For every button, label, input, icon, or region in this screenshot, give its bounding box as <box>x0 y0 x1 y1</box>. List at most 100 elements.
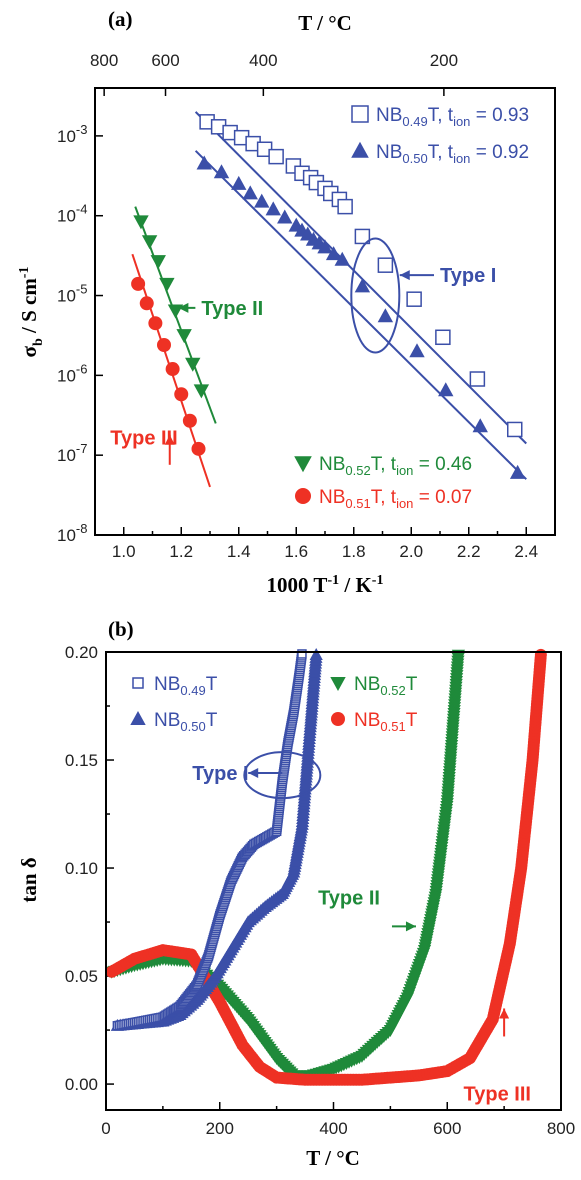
x-tick-label: 800 <box>547 1119 575 1138</box>
fit-line <box>194 150 527 480</box>
y-tick-label: 10-6 <box>57 361 87 385</box>
panel-b-x-axis-title: T / °C <box>306 1146 360 1170</box>
data-point <box>534 648 547 661</box>
data-point <box>377 308 394 323</box>
data-point <box>242 185 258 200</box>
x-tick-label: 1.8 <box>342 542 366 561</box>
annotation-ellipse <box>350 237 401 354</box>
x-tick-label: 2.0 <box>399 542 423 561</box>
data-point <box>406 291 422 307</box>
annotation-ellipse <box>243 751 322 800</box>
legend-marker <box>294 456 312 473</box>
panel-a: (a) T / °C 1.0 1.2 1.4 1.6 1.8 2.0 2.2 2.410-31… <box>17 7 556 597</box>
x-tick-label: 600 <box>433 1119 461 1138</box>
x-tick-label: 1.2 <box>169 542 193 561</box>
data-point <box>409 343 425 358</box>
data-point <box>196 155 212 170</box>
data-point <box>157 338 171 353</box>
top-tick-label: 600 <box>151 51 179 70</box>
legend-marker <box>331 712 345 726</box>
x-tick-label: 1.6 <box>284 542 308 561</box>
data-point <box>325 246 342 261</box>
data-point <box>167 304 184 319</box>
legend-marker <box>295 488 311 504</box>
annotation-label: Type III <box>110 428 177 450</box>
y-tick-label: 0.15 <box>65 751 98 770</box>
data-point <box>231 175 247 190</box>
data-point <box>185 357 201 372</box>
data-point <box>354 278 371 293</box>
data-point <box>174 387 189 402</box>
panel-b-label: (b) <box>108 617 134 641</box>
legend-entry: NB0.52T <box>354 674 418 698</box>
panel-b-y-axis-title: tan δ <box>17 857 41 902</box>
data-point <box>337 198 353 215</box>
data-point <box>159 277 175 292</box>
top-tick-label: 400 <box>249 51 277 70</box>
data-point <box>509 464 526 479</box>
annotation-label: Type II <box>318 887 380 909</box>
data-point <box>139 296 154 311</box>
data-point <box>435 329 451 346</box>
data-point <box>131 276 146 291</box>
y-tick-label: 10-4 <box>57 202 87 226</box>
legend-entry: NB0.49T, tion = 0.93 <box>376 105 529 129</box>
data-point <box>265 201 281 216</box>
legend-marker <box>351 141 369 158</box>
arrow-head <box>499 1008 510 1019</box>
panel-a-x-axis-title: 1000 T-1 / K-1 <box>267 573 384 597</box>
legend-entry: NB0.50T <box>154 710 218 734</box>
data-point <box>150 255 166 270</box>
panel-b-frame <box>105 651 562 1111</box>
panel-a-y-axis-title: σb / S cm-1 <box>17 267 46 358</box>
data-point <box>354 228 371 245</box>
data-point <box>472 418 488 433</box>
top-tick-label: 200 <box>430 51 458 70</box>
panel-b: (b) 0 200 400 600 800 0.00 0.05 0.10 0.15 0.20 NB… <box>17 617 575 1170</box>
x-tick-label: 1.0 <box>112 542 136 561</box>
y-tick-label: 10-8 <box>57 521 87 545</box>
data-point <box>254 193 270 208</box>
legend-marker <box>351 105 369 123</box>
arrow-head <box>248 767 259 778</box>
x-tick-label: 1.4 <box>227 542 251 561</box>
arrow-head <box>405 921 416 932</box>
data-point <box>507 421 523 438</box>
x-tick-label: 2.4 <box>514 542 538 561</box>
data-point <box>377 257 394 273</box>
data-point <box>334 251 350 266</box>
data-point <box>469 371 486 387</box>
data-point <box>182 413 197 428</box>
x-tick-label: 200 <box>206 1119 234 1138</box>
panel-b-legend: NB0.49T NB0.50T NB0.52T NB0.51T <box>130 674 418 734</box>
data-point <box>148 316 163 331</box>
y-tick-label: 0.00 <box>65 1075 98 1094</box>
data-point <box>317 239 333 254</box>
data-point <box>165 362 180 377</box>
arrow-head <box>164 434 175 445</box>
data-point <box>438 382 454 397</box>
legend-entry: NB0.50T, tion = 0.92 <box>376 142 529 166</box>
data-point <box>277 209 293 224</box>
annotation-label: Type III <box>464 1084 531 1106</box>
data-point <box>297 649 307 659</box>
panel-a-annotations: Type I Type II Type III <box>110 237 496 465</box>
data-point <box>191 441 206 456</box>
y-tick-label: 0.05 <box>65 967 98 986</box>
x-tick-label: 400 <box>319 1119 347 1138</box>
fit-line <box>194 111 527 445</box>
legend-entry: NB0.51T <box>354 710 418 734</box>
data-point <box>141 235 158 250</box>
panel-a-data-points <box>131 114 526 479</box>
arrow-head <box>178 302 189 313</box>
data-point <box>309 647 323 660</box>
annotation-label: Type II <box>201 298 263 320</box>
panel-b-data-points <box>105 647 547 1086</box>
annotation-label: Type I <box>192 763 248 785</box>
y-tick-label: 10-7 <box>57 441 87 465</box>
data-point <box>268 148 284 165</box>
legend-entry: NB0.52T, tion = 0.46 <box>319 454 472 478</box>
legend-entry: NB0.51T, tion = 0.07 <box>319 487 472 511</box>
panel-a-ticks: 1.0 1.2 1.4 1.6 1.8 2.0 2.2 2.4 10-3 10-4 10-5 10-6… <box>57 51 538 561</box>
